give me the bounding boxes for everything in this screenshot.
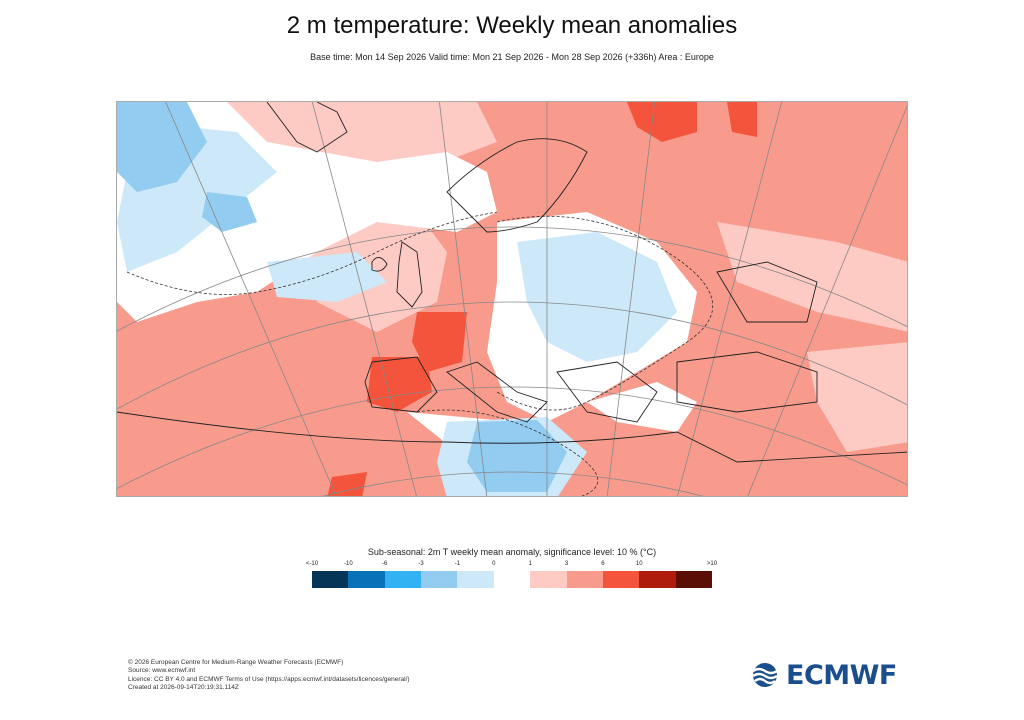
page-subtitle: Base time: Mon 14 Sep 2026 Valid time: M… [310,52,714,62]
legend-swatch [675,571,712,588]
ireland-coast [371,257,388,272]
legend-swatch [566,571,603,588]
legend-swatch [602,571,640,588]
greenland-coast [266,102,348,153]
map-svg [117,102,907,496]
legend-swatch [312,571,349,588]
legend-tick-label: 0 [492,561,496,567]
zone-strong-warm-morocco [327,472,367,496]
footer-licence: Licence: CC BY 4.0 and ECMWF Terms of Us… [128,675,410,683]
zone-slight-cool-iceland [267,252,387,302]
coastlines [117,102,907,463]
legend-tick-label: 3 [564,561,569,567]
legend-swatch [348,571,385,588]
ecmwf-logo-text: ECMWF [786,659,897,691]
legend-title: Sub-seasonal: 2m T weekly mean anomaly, … [367,547,657,557]
zone-cool-algeria [467,420,567,492]
legend-swatch [421,571,458,588]
legend-swatch [639,571,676,588]
legend-tick-label: 10 [635,561,643,567]
zone-neutral-balkans [587,382,697,432]
legend-tick-label: 1 [528,561,532,567]
legend-tick-label: 6 [601,561,605,567]
balkans-coast [556,361,658,423]
italy-coast [446,361,548,423]
legend-tick-label: -6 [382,561,388,567]
scandinavia-coast [446,138,588,233]
legend-tick-label: <-10 [305,561,319,567]
legend-swatch [384,571,422,588]
footer-credits: © 2026 European Centre for Medium-Range … [128,659,410,693]
legend-bar [312,571,712,588]
footer-created: Created at 2026-09-14T20:19:31.114Z [128,684,239,692]
turkey-coast [676,351,818,413]
britain-coast [396,241,423,308]
legend-swatch [530,571,567,588]
legend-ticks: <-10 -10 -6 -3 -1 0 1 3 6 10 >10 [306,561,717,571]
zone-cool-patch [202,192,257,232]
legend-swatch [493,571,531,588]
black-sea-coast [716,261,818,323]
ecmwf-logo-icon [752,663,778,687]
iberia-coast [364,356,438,413]
footer-copyright: © 2026 European Centre for Medium-Range … [128,659,344,666]
legend-tick-label: -10 [344,561,353,567]
ecmwf-logo: ECMWF [748,659,897,691]
anomaly-map [116,101,908,497]
footer-source: Source: www.ecmwf.int [128,667,196,675]
north-africa-coast [117,411,907,463]
zone-slight-cool-east-europe [517,232,677,362]
page-title: 2 m temperature: Weekly mean anomalies [286,12,738,39]
zone-strong-warm-finland [627,102,697,142]
legend-tick-label: >10 [706,561,718,567]
legend-tick-label: -1 [454,561,461,567]
graticule [117,102,907,496]
zone-strong-warm-russia [727,102,757,137]
zone-cool-canada [117,102,207,192]
legend-tick-label: -3 [418,561,424,567]
legend-swatch [457,571,494,588]
